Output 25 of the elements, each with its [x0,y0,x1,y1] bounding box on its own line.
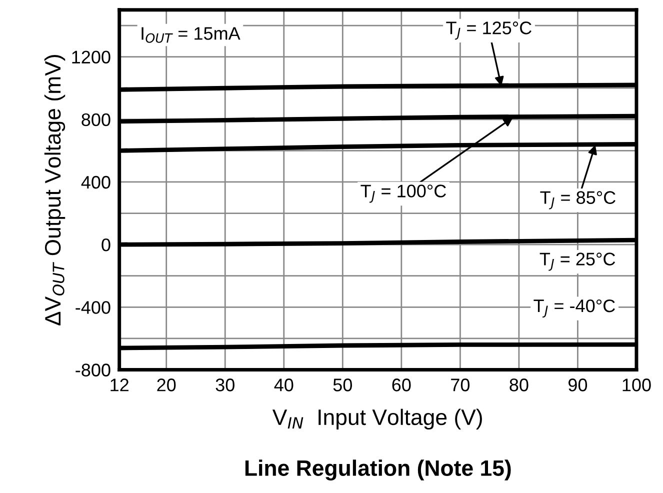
annotation: T$_{J}$ = 25°C [540,252,616,271]
x-tick-label: 100 [622,378,651,392]
annotation: T$_{J}$ = -40°C [534,299,615,318]
x-tick-label: 20 [157,378,176,392]
y-tick-label: -800 [76,364,110,376]
x-tick-label: 60 [392,378,411,392]
x-tick-label: 30 [216,378,234,392]
y-tick-label: -400 [76,301,110,314]
annotation: T$_{J}$ = 125°C [446,22,532,40]
x-tick-label: 70 [451,378,470,392]
y-tick-label: 400 [81,176,110,189]
y-axis-title: ΔV$_{OUT}$ Output Voltage (mV) [44,55,66,326]
x-axis-title: V$_{IN}$ Input Voltage (V) [272,408,482,430]
y-tick-label: 800 [82,113,110,126]
annotation: T$_{J}$ = 85°C [540,191,616,210]
x-tick-label: 80 [510,378,528,392]
x-tick-label: 50 [333,378,352,392]
annotation: I$_{OUT}$ = 15mA [142,27,240,43]
x-tick-label: 90 [568,378,588,392]
x-tick-label: 40 [274,378,294,392]
y-tick-label: 1200 [72,50,110,64]
y-tick-label: 0 [102,238,110,252]
x-tick-label: 12 [110,378,128,392]
annotation: T$_{J}$ = 100°C [360,184,446,203]
text: Line Regulation (Note 15) [245,460,511,480]
